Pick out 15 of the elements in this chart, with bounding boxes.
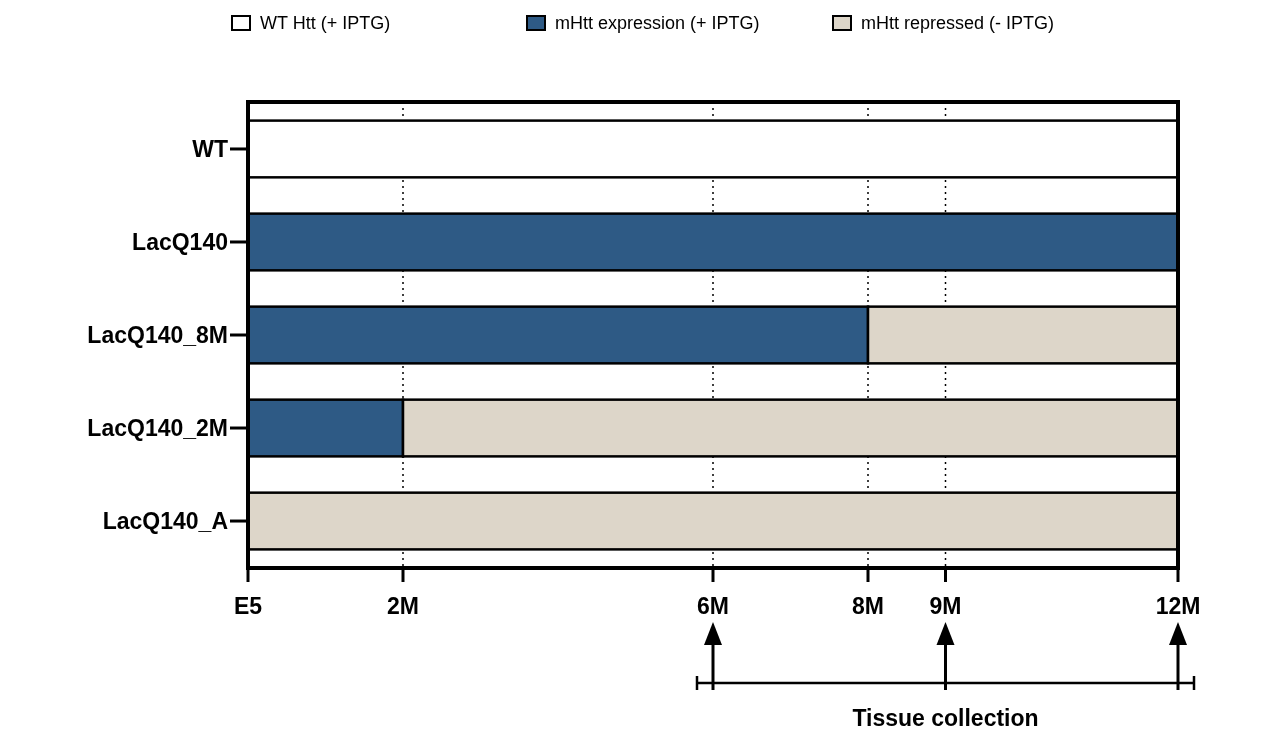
y-tick-label: LacQ140_2M — [87, 415, 228, 442]
x-tick-label: 9M — [929, 593, 962, 619]
y-tick-label: WT — [192, 136, 228, 163]
y-tick-label: LacQ140 — [132, 229, 228, 256]
x-tick-label: 8M — [852, 593, 884, 619]
legend-label: mHtt expression (+ IPTG) — [555, 13, 760, 33]
legend-label: WT Htt (+ IPTG) — [260, 13, 391, 33]
y-tick-label: LacQ140_A — [102, 508, 228, 535]
x-tick-label: 12M — [1155, 593, 1201, 619]
x-tick-label: 2M — [387, 593, 419, 619]
x-tick-label: 6M — [697, 593, 729, 619]
legend-label: mHtt repressed (- IPTG) — [861, 13, 1055, 33]
x-tick-label: E5 — [233, 593, 263, 619]
text: Tissue collection — [852, 705, 1039, 731]
y-tick-label: LacQ140_8M — [87, 322, 228, 349]
